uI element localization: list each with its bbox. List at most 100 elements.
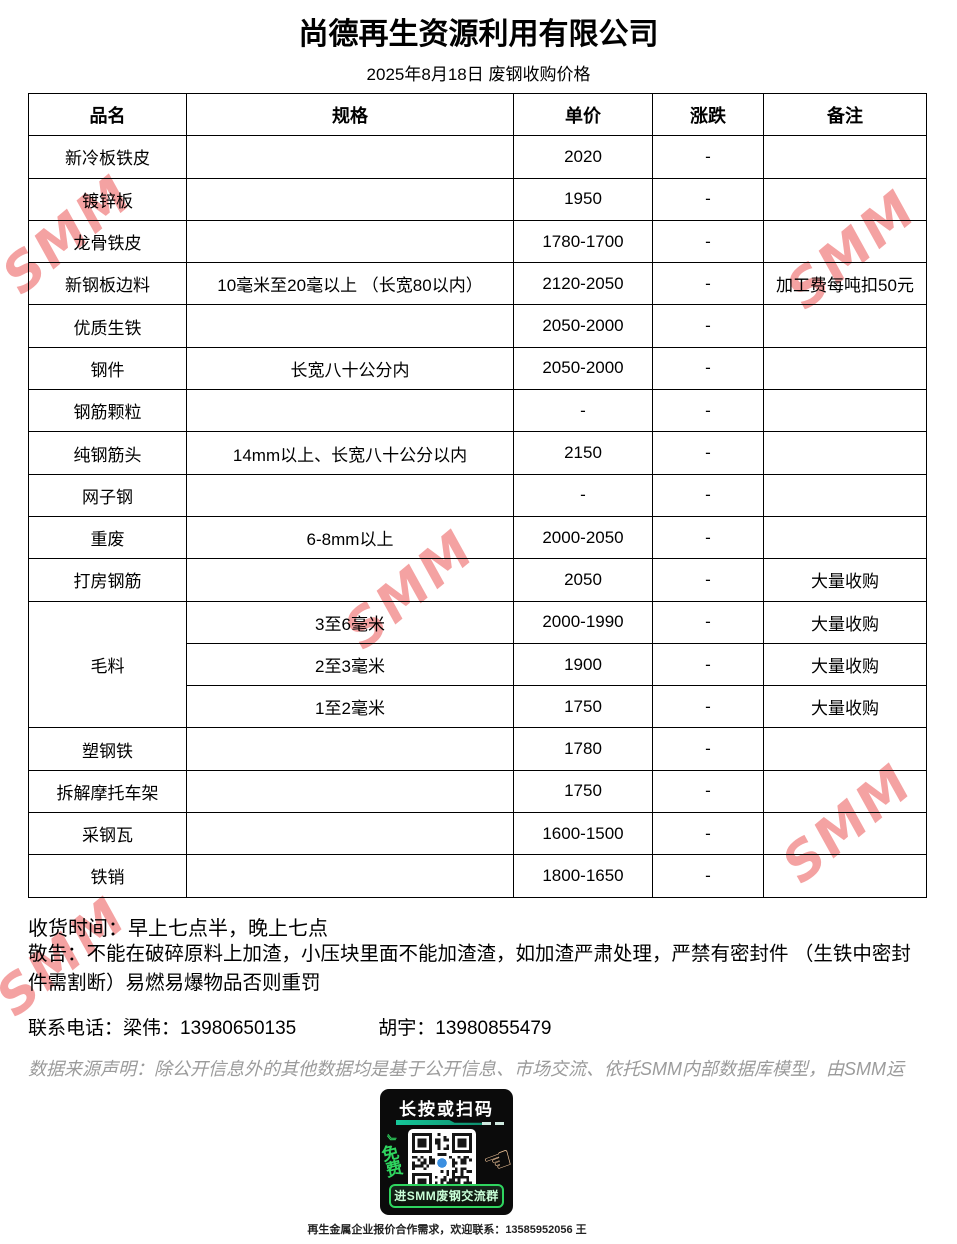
product-name-cell: 钢件 xyxy=(28,346,187,391)
qr-promo-panel: 长按或扫码 》 免费 ↘ ☜ 进SMM废钢交流群 xyxy=(379,1089,519,1215)
price-cell: 2120-2050 xyxy=(513,262,653,306)
change-cell: - xyxy=(652,177,764,221)
product-name-cell: 铁销 xyxy=(28,854,187,898)
table-row: 采钢瓦 1600-1500- xyxy=(28,812,927,856)
product-name-cell: 拆解摩托车架 xyxy=(28,769,187,814)
pickup-time-text: 收货时间：早上七点半，晚上七点 xyxy=(28,918,328,940)
table-row: 铁销 1800-1650- xyxy=(28,854,927,898)
table-row: 新冷板铁皮 2020- xyxy=(28,135,927,179)
contact-person-1: 联系电话：梁伟：13980650135 xyxy=(28,1018,297,1039)
product-name-cell: 优质生铁 xyxy=(28,304,187,348)
table-row: 毛料 3至6毫米 2000-1990- 大量收购 xyxy=(28,600,927,729)
price-table-body: 新冷板铁皮 2020- 镀锌板 1950- 龙骨铁皮 1780-1700- 新钢板边料 10毫… xyxy=(28,135,927,898)
col-header-product: 品名 xyxy=(28,92,187,137)
price-cell: 1800-1650 xyxy=(513,854,653,898)
col-header-note: 备注 xyxy=(763,92,927,137)
product-name-cell: 毛料 xyxy=(28,600,187,729)
note-cell xyxy=(763,515,927,560)
table-row: 塑钢铁 1780- xyxy=(28,727,927,771)
change-cell: - xyxy=(652,219,764,264)
price-cell: 1950 xyxy=(513,177,653,221)
note-cell xyxy=(763,389,927,433)
spec-cell: 14mm以上、长宽八十公分以内 xyxy=(186,431,514,475)
table-header-row: 品名 规格 单价 涨跌 备注 xyxy=(28,92,927,137)
price-cell: 1750 xyxy=(513,685,653,729)
product-name-cell: 龙骨铁皮 xyxy=(28,219,187,264)
table-row: 2至3毫米 1900- 大量收购 xyxy=(29,642,927,687)
price-cell: 1600-1500 xyxy=(513,812,653,856)
note-cell xyxy=(763,135,927,179)
spec-cell: 6-8mm以上 xyxy=(186,515,514,560)
col-header-price: 单价 xyxy=(513,92,653,137)
company-title: 尚德再生资源利用有限公司 xyxy=(298,18,659,51)
price-cell: 2000-2050 xyxy=(513,515,653,560)
change-cell: - xyxy=(652,135,764,179)
note-cell xyxy=(763,304,927,348)
dash-decoration xyxy=(495,1122,504,1125)
note-cell xyxy=(763,346,927,391)
price-cell: 2050-2000 xyxy=(513,346,653,391)
spec-cell xyxy=(186,177,514,221)
spec-cell xyxy=(186,304,514,348)
price-cell: 1780 xyxy=(513,727,653,771)
spec-cell xyxy=(186,389,514,433)
spec-cell xyxy=(186,219,514,264)
product-name-cell: 纯钢筋头 xyxy=(28,431,187,475)
note-cell xyxy=(763,812,927,856)
spec-cell xyxy=(186,769,514,814)
spec-cell xyxy=(186,473,514,517)
qr-caption-text: 再生金属企业报价合作需求，欢迎联系：13585952056 王 xyxy=(307,1224,587,1236)
note-cell: 加工费每吨扣50元 xyxy=(763,262,927,306)
product-name-cell: 打房钢筋 xyxy=(28,558,187,602)
table-row: 新钢板边料 10毫米至20毫以上 （长宽80以内） 2120-2050- 加工费每吨扣… xyxy=(28,262,927,306)
change-cell: - xyxy=(652,262,764,306)
price-cell: 2000-1990 xyxy=(513,600,653,644)
change-cell: - xyxy=(652,600,764,644)
table-row: 网子钢 - - xyxy=(28,473,927,517)
change-cell: - xyxy=(652,558,764,602)
note-cell: 大量收购 xyxy=(763,685,927,729)
change-cell: - xyxy=(652,642,764,687)
spec-cell xyxy=(186,812,514,856)
product-name-cell: 采钢瓦 xyxy=(28,812,187,856)
change-cell: - xyxy=(652,389,764,433)
product-name-cell: 新钢板边料 xyxy=(28,262,187,306)
price-cell: - xyxy=(513,389,653,433)
change-cell: - xyxy=(652,812,764,856)
col-header-change: 涨跌 xyxy=(652,92,764,137)
price-cell: - xyxy=(513,473,653,517)
product-name-cell: 重废 xyxy=(28,515,187,560)
price-cell: 2050-2000 xyxy=(513,304,653,348)
price-cell: 2050 xyxy=(513,558,653,602)
date-subtitle: 2025年8月18日 废钢收购价格 xyxy=(366,65,591,84)
table-row: 优质生铁 2050-2000- xyxy=(28,304,927,348)
note-cell xyxy=(763,727,927,771)
table-row: 打房钢筋 2050- 大量收购 xyxy=(28,558,927,602)
spec-cell: 2至3毫米 xyxy=(186,642,514,687)
table-row: 纯钢筋头 14mm以上、长宽八十公分以内 2150- xyxy=(28,431,927,475)
note-cell xyxy=(763,769,927,814)
note-cell xyxy=(763,431,927,475)
price-cell: 1900 xyxy=(513,642,653,687)
table-row: 钢件 长宽八十公分内 2050-2000- xyxy=(28,346,927,391)
notice-text: 敬告：不能在破碎原料上加渣，小压块里面不能加渣渣，如加渣严肃处理，严禁有密封件 … xyxy=(28,943,911,994)
free-label: 免费 xyxy=(379,1142,405,1181)
table-row: 龙骨铁皮 1780-1700- xyxy=(28,219,927,264)
qr-panel-header: 长按或扫码 xyxy=(399,1100,494,1119)
price-cell: 1750 xyxy=(513,769,653,814)
change-cell: - xyxy=(652,769,764,814)
change-cell: - xyxy=(652,515,764,560)
spec-cell: 10毫米至20毫以上 （长宽80以内） xyxy=(186,262,514,306)
note-cell: 大量收购 xyxy=(763,600,927,644)
col-header-spec: 规格 xyxy=(186,92,514,137)
note-cell xyxy=(763,473,927,517)
product-name-cell: 新冷板铁皮 xyxy=(28,135,187,179)
pointing-hand-icon: ☜ xyxy=(477,1137,519,1184)
change-cell: - xyxy=(652,346,764,391)
table-row: 1至2毫米 1750- 大量收购 xyxy=(29,685,927,729)
tab-strip-decoration xyxy=(396,1120,482,1125)
change-cell: - xyxy=(652,304,764,348)
change-cell: - xyxy=(652,685,764,729)
table-row: 镀锌板 1950- xyxy=(28,177,927,221)
